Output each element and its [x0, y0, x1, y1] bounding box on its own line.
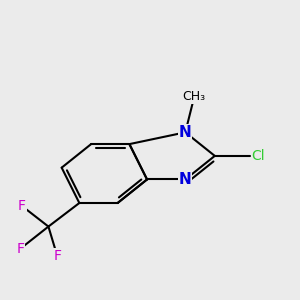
- Text: Cl: Cl: [252, 149, 265, 163]
- Text: F: F: [18, 199, 26, 213]
- Text: F: F: [53, 249, 61, 263]
- Text: N: N: [179, 172, 192, 187]
- Text: N: N: [179, 125, 192, 140]
- Text: CH₃: CH₃: [183, 91, 206, 103]
- Text: F: F: [16, 242, 24, 256]
